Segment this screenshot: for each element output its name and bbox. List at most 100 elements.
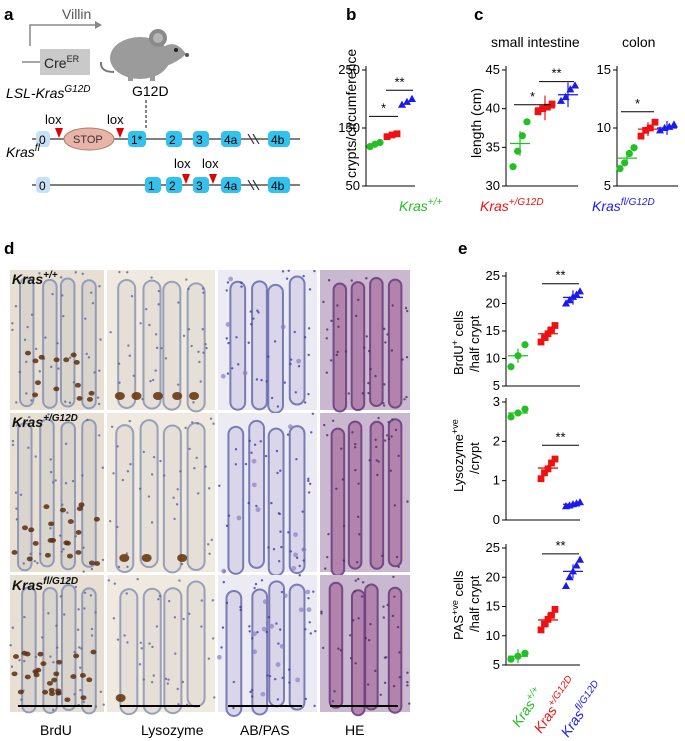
nucleus xyxy=(90,627,94,631)
nucleus xyxy=(44,336,47,339)
data-point xyxy=(507,363,515,371)
nucleus xyxy=(270,501,273,505)
nucleus xyxy=(404,306,408,310)
nucleus xyxy=(167,599,171,603)
goblet-cell xyxy=(216,654,222,660)
nucleus xyxy=(187,328,191,331)
nucleus xyxy=(198,360,201,364)
nucleus xyxy=(367,638,371,642)
nucleus xyxy=(59,276,63,279)
micrograph-lysozyme-row2 xyxy=(107,413,215,574)
nucleus xyxy=(226,281,230,284)
brdu-stain xyxy=(80,695,87,701)
villus xyxy=(288,583,306,711)
nucleus xyxy=(152,456,156,459)
nucleus xyxy=(175,503,179,506)
nucleus xyxy=(26,325,29,329)
nucleus xyxy=(11,626,15,629)
nucleus xyxy=(77,608,80,611)
y-tick-label: 35 xyxy=(486,139,500,154)
nucleus xyxy=(354,442,357,446)
nucleus xyxy=(365,335,368,338)
nucleus xyxy=(200,599,203,602)
villin-label: Villin xyxy=(62,6,91,22)
goblet-cell xyxy=(260,691,266,697)
nucleus xyxy=(98,434,101,437)
villus xyxy=(347,420,363,570)
nucleus xyxy=(201,328,204,331)
nucleus xyxy=(366,683,370,686)
nucleus xyxy=(265,630,268,634)
nucleus xyxy=(78,646,81,649)
nucleus xyxy=(374,669,377,673)
nucleus xyxy=(82,700,85,704)
nucleus xyxy=(109,330,112,334)
lox-triangle xyxy=(209,174,217,184)
nucleus xyxy=(68,401,72,404)
nucleus xyxy=(138,487,142,490)
nucleus xyxy=(260,378,263,382)
brdu-stain xyxy=(48,687,55,693)
e-ylabel-pas-1: PAS+ve cells xyxy=(450,570,466,640)
micrograph-brdu-row1 xyxy=(10,270,104,410)
nucleus xyxy=(260,579,264,582)
nucleus xyxy=(56,342,59,345)
nucleus xyxy=(364,637,367,640)
nucleus xyxy=(25,360,28,364)
villus xyxy=(142,279,162,410)
nucleus xyxy=(126,565,129,569)
nucleus xyxy=(266,674,269,677)
nucleus xyxy=(376,473,379,477)
goblet-cell xyxy=(275,662,281,667)
nucleus xyxy=(289,362,292,366)
nucleus xyxy=(181,680,185,684)
nucleus xyxy=(81,272,84,276)
panel-b-letter: b xyxy=(346,5,356,24)
nucleus xyxy=(341,478,345,481)
goblet-cell xyxy=(251,631,257,637)
nucleus xyxy=(204,343,207,346)
nucleus xyxy=(116,638,120,641)
nucleus xyxy=(288,668,291,671)
brdu-stain xyxy=(73,359,80,365)
nucleus xyxy=(147,495,151,498)
nucleus xyxy=(289,550,293,553)
nucleus xyxy=(89,594,93,597)
villus xyxy=(350,281,366,412)
nucleus xyxy=(125,552,129,555)
nucleus xyxy=(275,622,278,625)
nucleus xyxy=(211,637,215,640)
villus xyxy=(369,277,384,408)
nucleus xyxy=(99,690,103,693)
lysozyme-stain xyxy=(115,694,126,702)
nucleus xyxy=(303,336,307,339)
nucleus xyxy=(325,371,328,374)
data-point xyxy=(548,100,556,108)
nucleus xyxy=(173,616,177,619)
nucleus xyxy=(63,613,66,616)
nucleus xyxy=(247,501,250,505)
nucleus xyxy=(320,610,323,613)
nucleus xyxy=(113,582,117,585)
nucleus xyxy=(311,412,315,415)
nucleus xyxy=(180,562,184,566)
nucleus xyxy=(347,392,350,395)
nucleus xyxy=(93,371,96,374)
goblet-cell xyxy=(301,547,307,553)
nucleus xyxy=(272,548,276,551)
brdu-stain xyxy=(48,521,55,527)
nucleus xyxy=(118,381,121,384)
goblet-cell xyxy=(255,507,261,513)
brdu-stain xyxy=(21,650,28,656)
exon-box xyxy=(268,177,290,193)
goblet-cell xyxy=(242,370,248,376)
nucleus xyxy=(297,365,301,368)
villus xyxy=(268,580,286,708)
exon-box xyxy=(166,177,182,193)
data-point xyxy=(670,120,678,128)
villus xyxy=(60,584,77,712)
brdu-stain xyxy=(79,673,86,678)
nucleus xyxy=(177,703,180,706)
row-label-3: Krasfl/G12D xyxy=(12,576,78,593)
